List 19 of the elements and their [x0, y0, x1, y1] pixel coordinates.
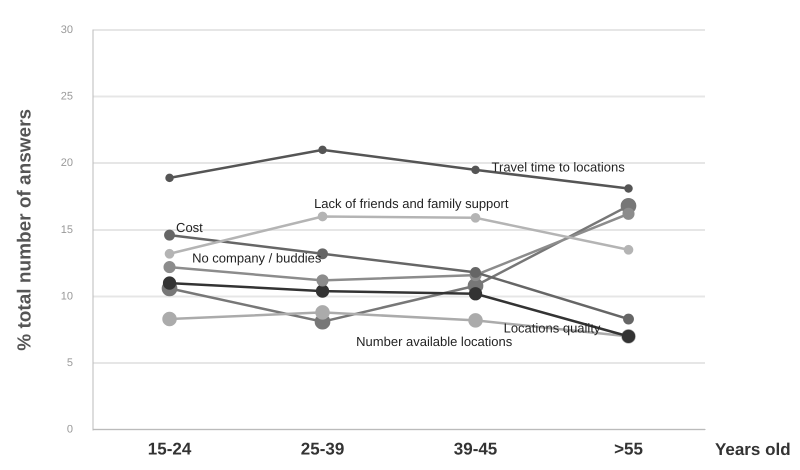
x-tick-label: 25-39 — [300, 439, 344, 458]
series-label: Number available locations — [356, 334, 513, 349]
y-tick-label: 0 — [66, 424, 74, 436]
y-tick-label: 25 — [60, 90, 74, 103]
x-tick-label: 15-24 — [148, 439, 192, 458]
y-tick-label: 20 — [60, 157, 74, 170]
series-label: Locations quality — [504, 320, 601, 336]
y-tick-label: 30 — [60, 24, 74, 36]
y-tick-label: 5 — [66, 357, 74, 370]
x-tick-label: >55 — [614, 439, 643, 458]
x-axis-title: Years old — [715, 440, 791, 459]
x-tick-label: 39-45 — [454, 439, 498, 458]
series-label: Cost — [176, 220, 204, 236]
series-label: Travel time to locations — [492, 160, 626, 175]
y-tick-label: 10 — [60, 290, 74, 302]
series-label: No company / buddies — [192, 250, 322, 266]
series-label: Lack of friends and family support — [314, 196, 509, 211]
y-axis-title: % total number of answers — [14, 108, 36, 351]
y-tick-label: 15 — [60, 224, 74, 236]
